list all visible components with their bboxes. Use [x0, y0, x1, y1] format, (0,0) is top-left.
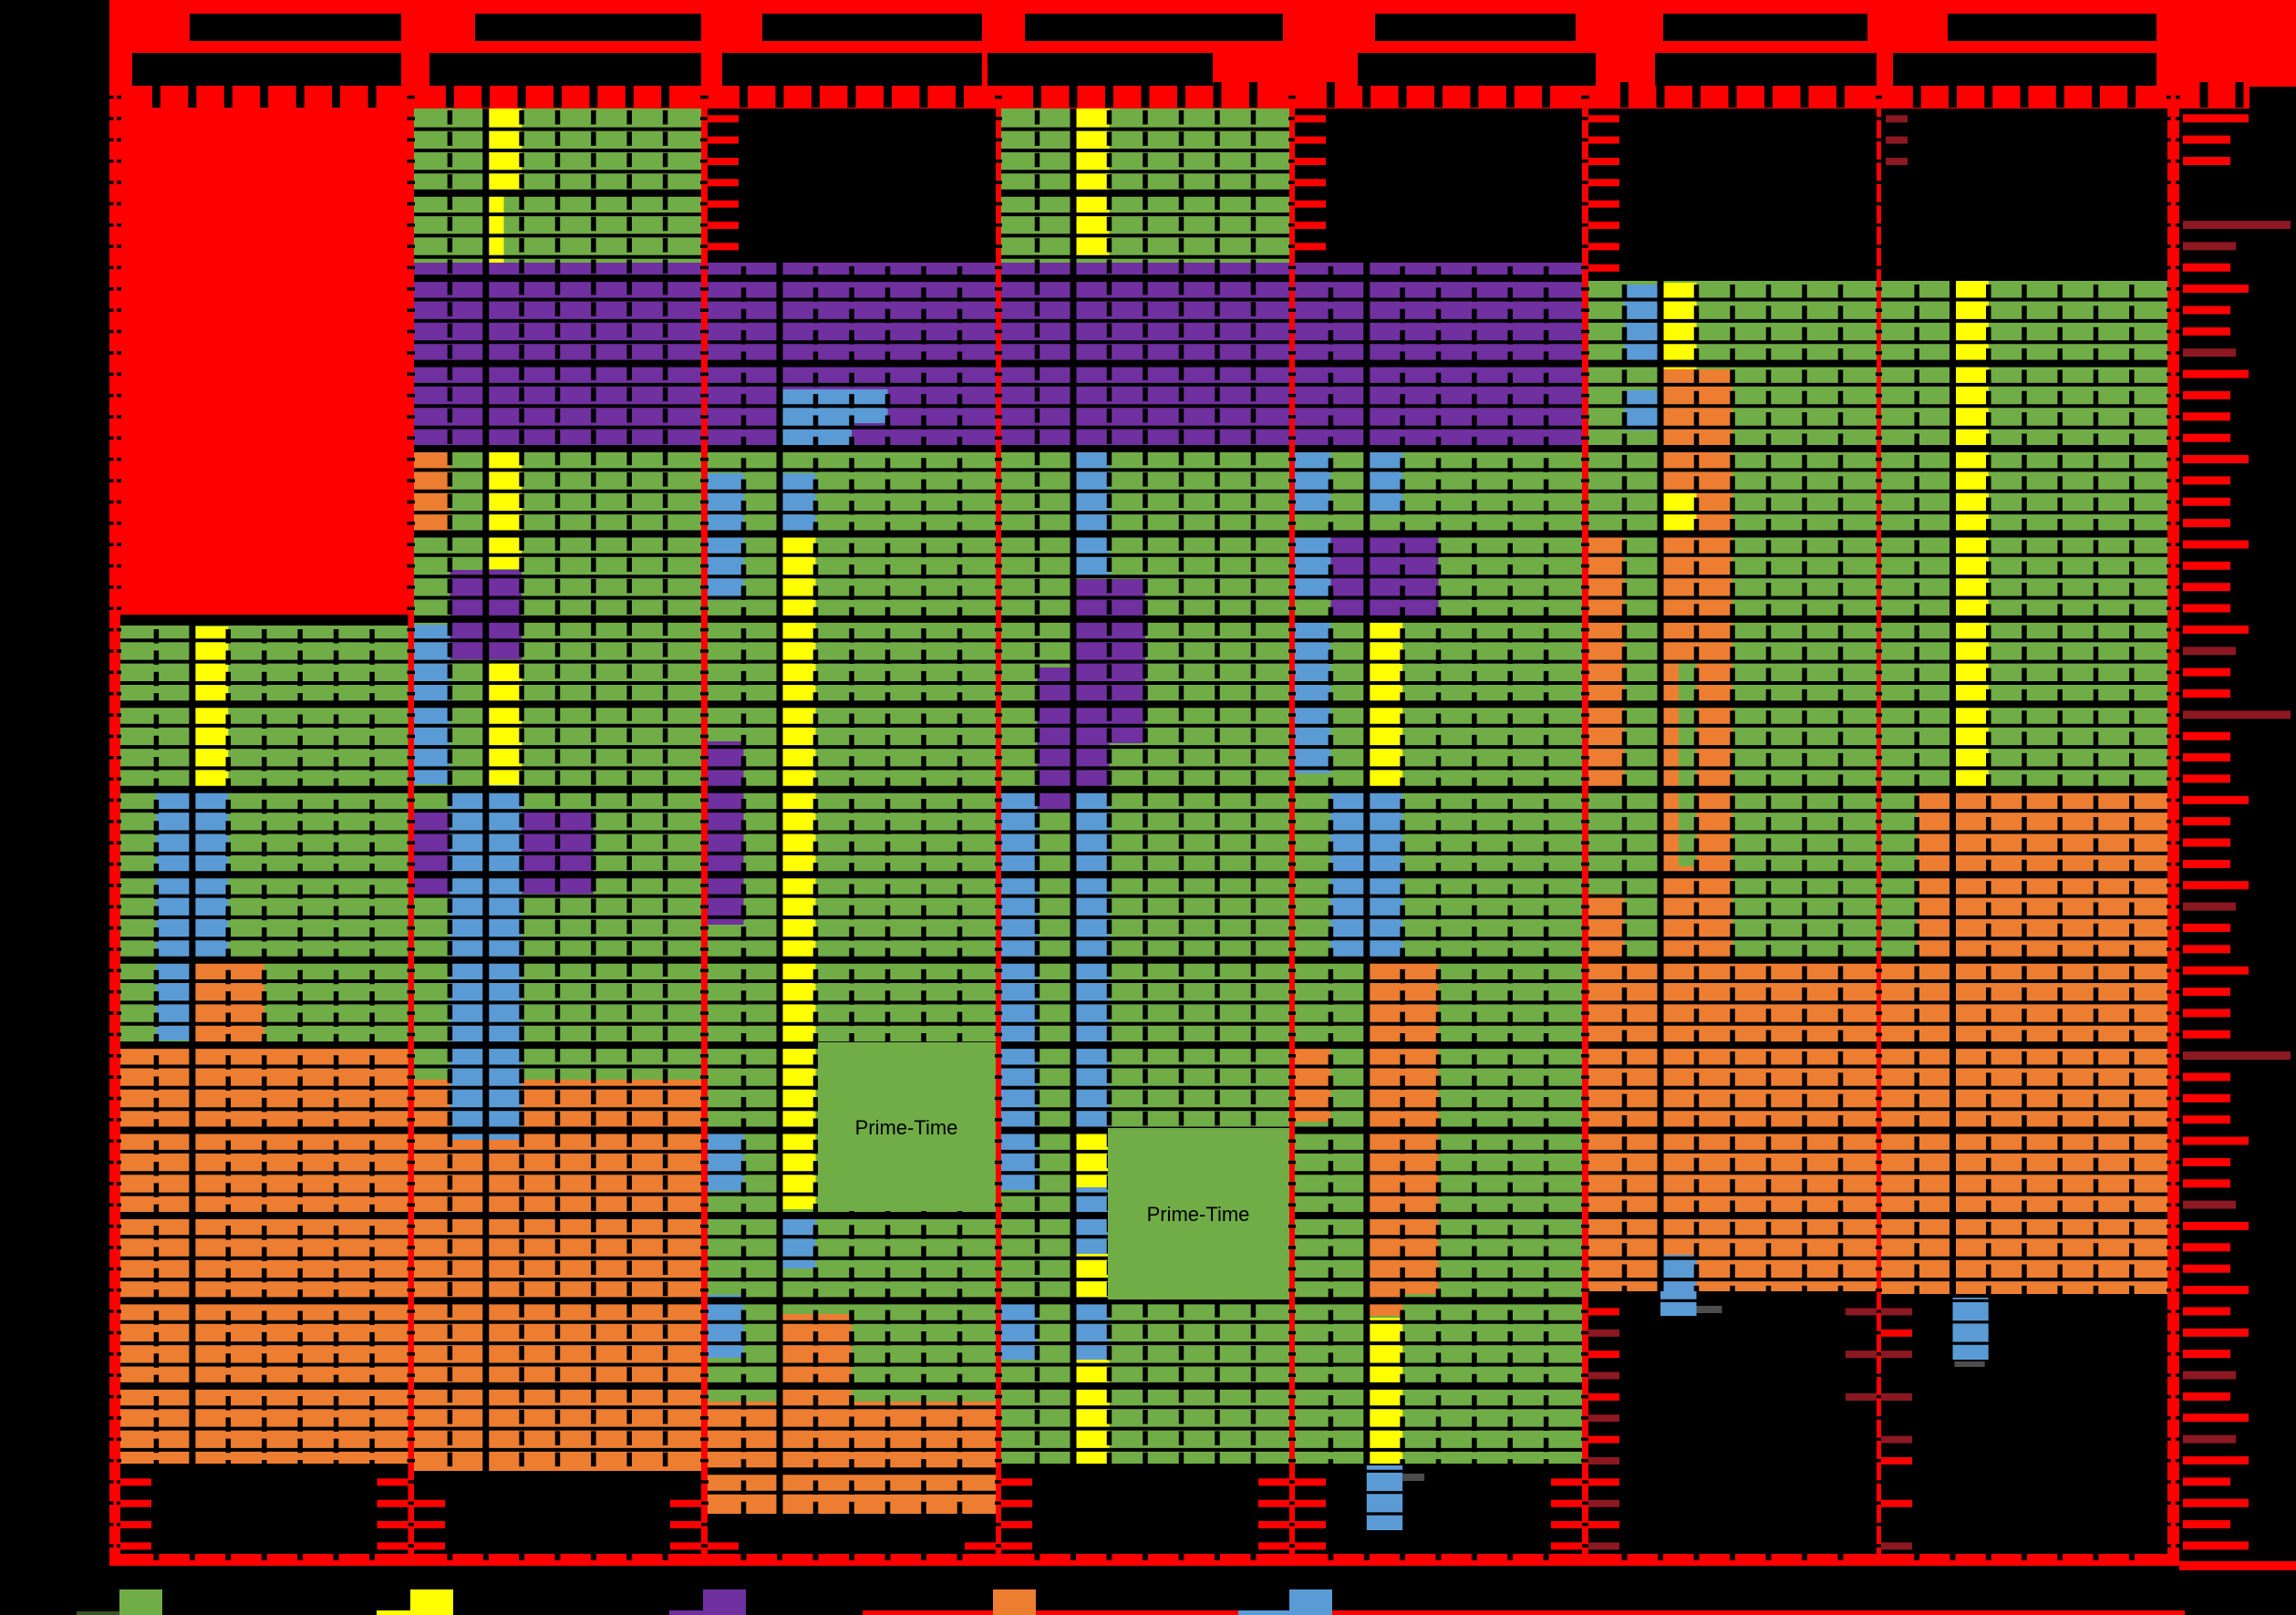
svg-text:Prime-Time: Prime-Time	[1147, 1203, 1250, 1226]
svg-text:Prime-Time: Prime-Time	[855, 1116, 958, 1139]
